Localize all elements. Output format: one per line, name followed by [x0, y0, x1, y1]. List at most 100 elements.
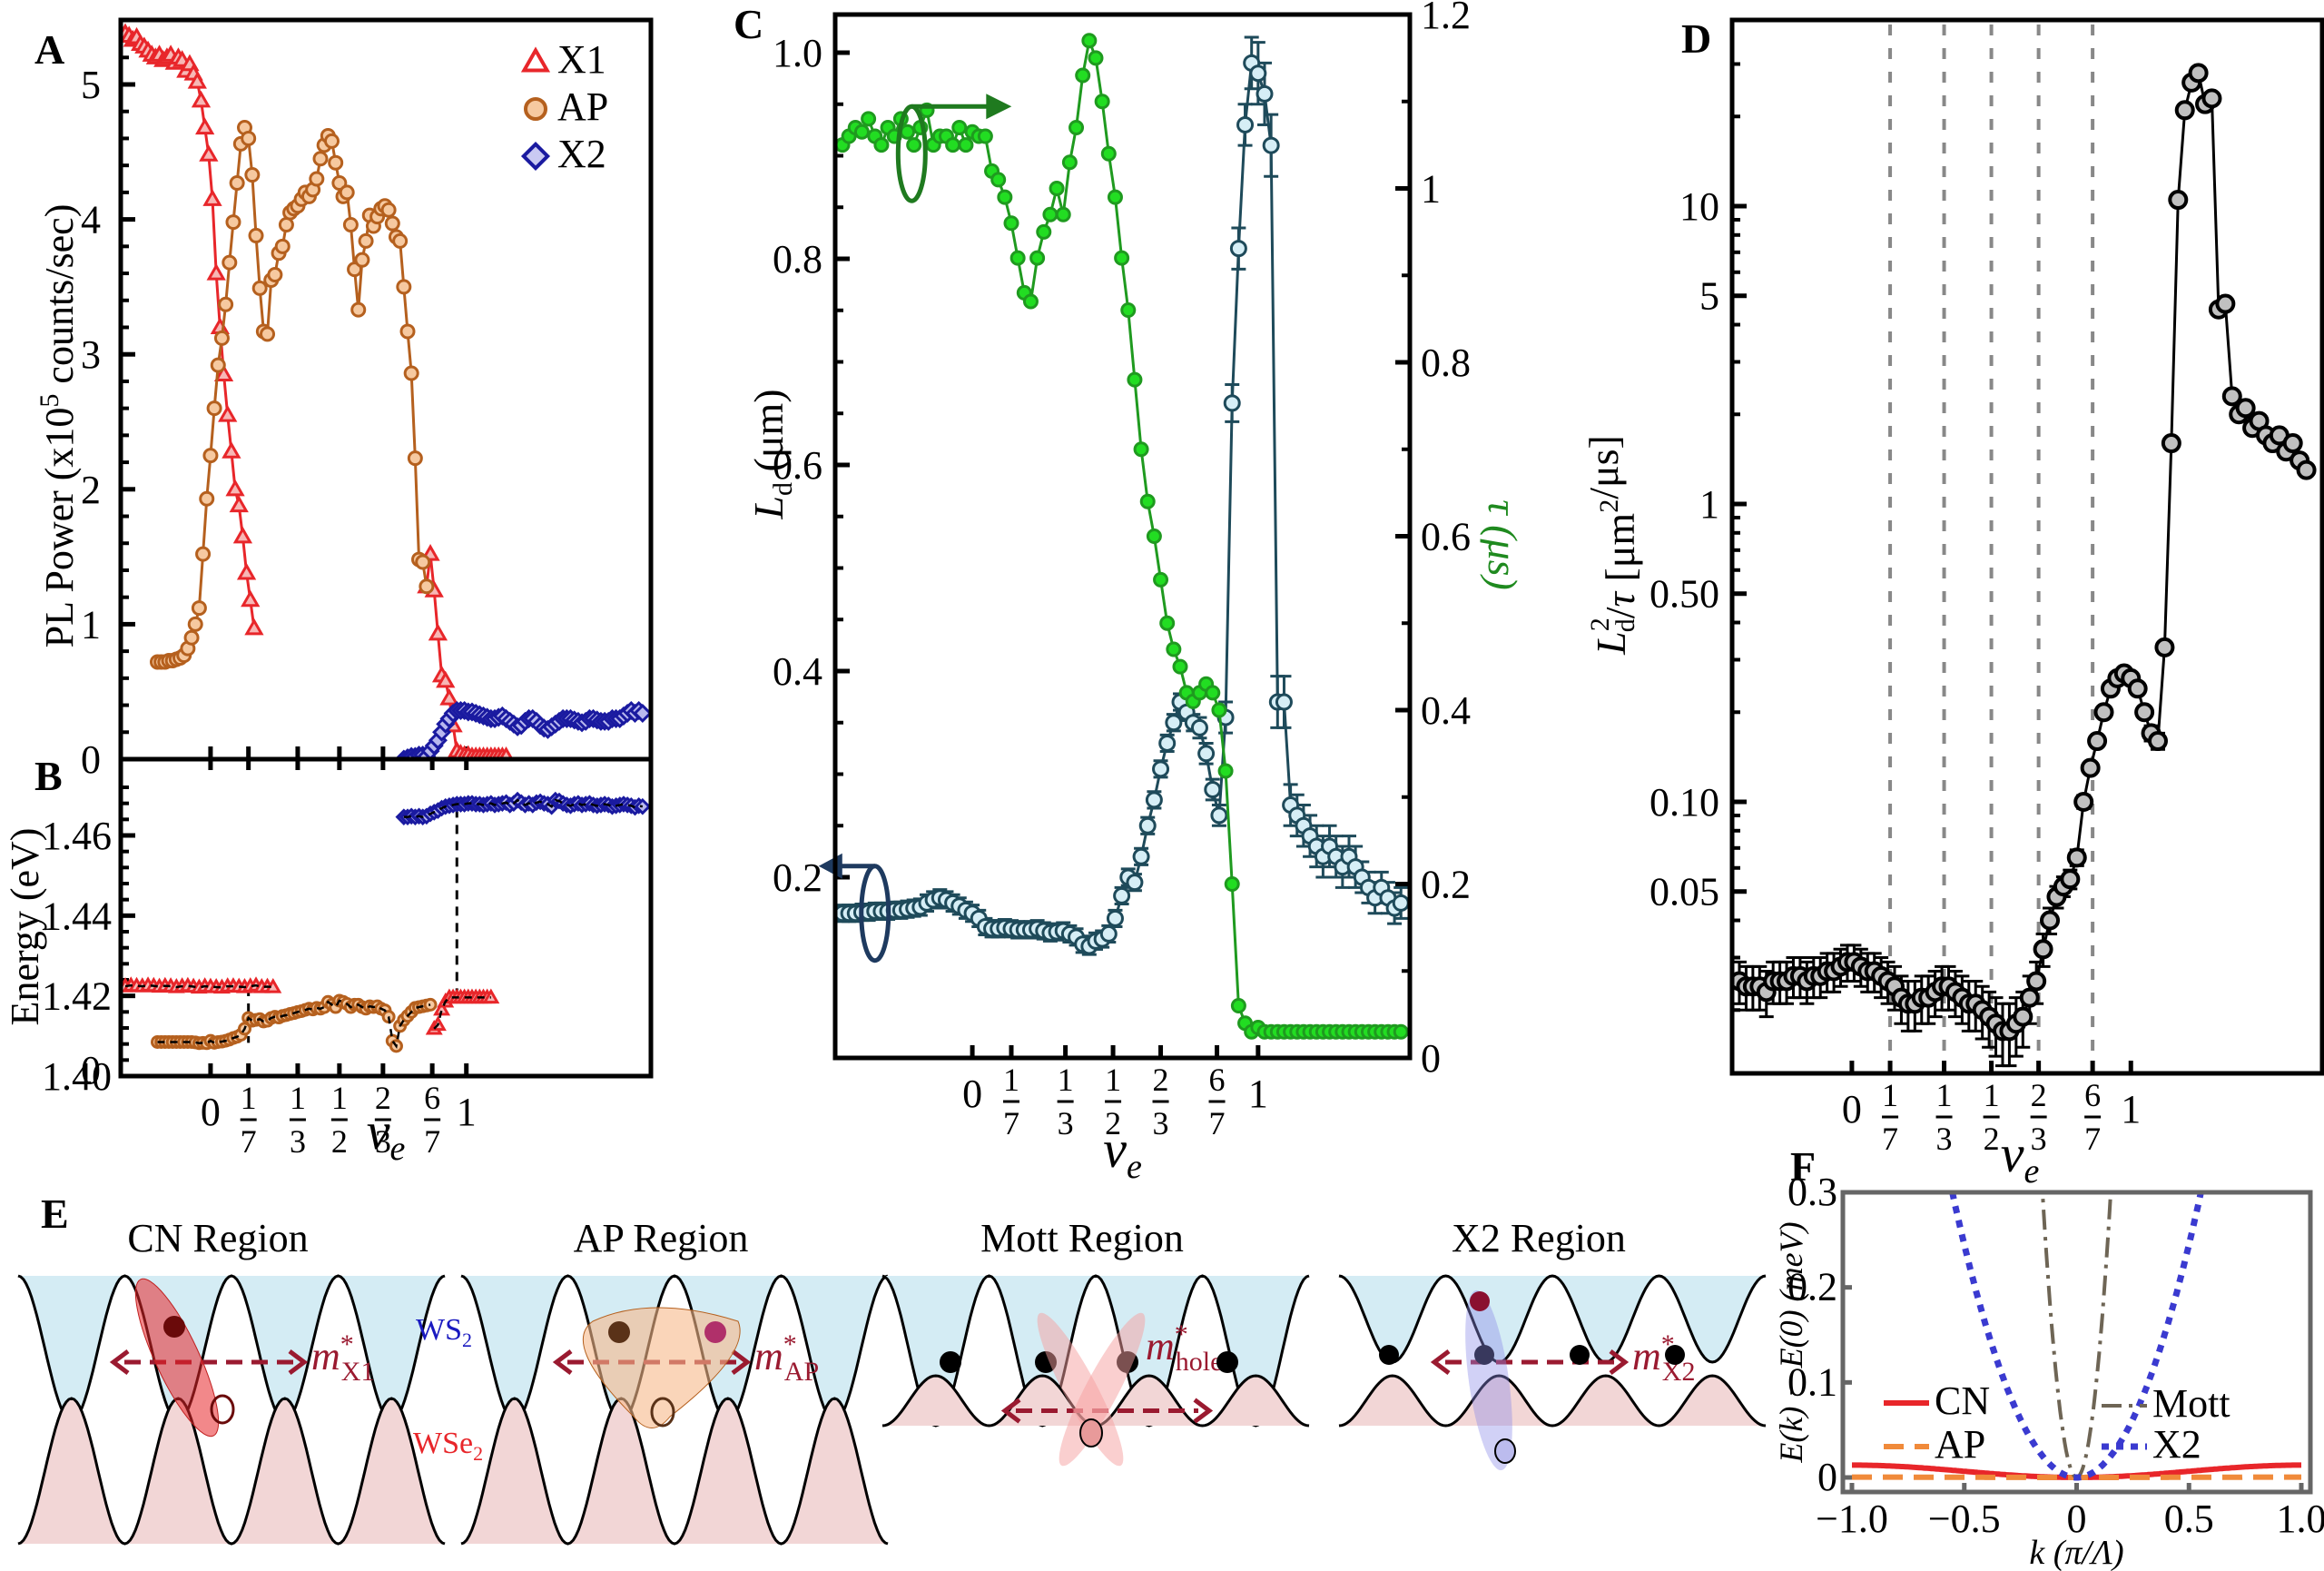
hole-circle: [1494, 1438, 1516, 1464]
data-point: [248, 227, 264, 243]
wse2-band-curve: [460, 1397, 889, 1546]
data-point: [2073, 792, 2094, 812]
data-point: [951, 119, 968, 135]
y-tick-label: 1.40: [42, 1054, 112, 1099]
y-axis-label: E(k) − E(0) (meV): [1773, 1221, 1809, 1463]
x-tick-label: 0: [962, 1072, 982, 1116]
data-point: [183, 629, 200, 646]
x-tick-label-den: 7: [2084, 1121, 2101, 1157]
arrow-right-icon: [986, 94, 1012, 120]
panel-label-a: A: [34, 26, 64, 73]
data-point: [1393, 1023, 1409, 1040]
data-point: [2215, 293, 2236, 314]
data-point: [1205, 685, 1221, 701]
data-point: [403, 365, 419, 381]
data-point: [241, 130, 257, 146]
data-point: [1145, 791, 1163, 809]
data-point: [1099, 924, 1118, 943]
data-point: [1159, 615, 1176, 631]
data-point: [187, 71, 207, 89]
plot-frame: [1840, 1190, 2313, 1495]
right-y-tick-label: 0: [1421, 1036, 1441, 1081]
left-y-tick-label: 1.0: [773, 31, 822, 75]
data-point: [225, 479, 245, 497]
x-tick-label-num: 1: [1882, 1077, 1898, 1113]
y-tick-label: 0: [1817, 1455, 1837, 1499]
y-tick-label: 1.42: [42, 974, 112, 1019]
localized-electron-dot: [1474, 1345, 1494, 1365]
data-point: [342, 217, 359, 233]
data-point: [1081, 33, 1098, 49]
x-tick-label-den: 2: [1105, 1105, 1121, 1141]
legend-marker-x1: [520, 46, 551, 73]
x-tick-label-num: 1: [1936, 1077, 1953, 1113]
arrow-head-right-icon: [288, 1349, 309, 1375]
data-point: [1139, 493, 1156, 509]
x-tick-label: 1: [457, 1090, 477, 1134]
data-point: [1158, 734, 1177, 752]
x-tick-label-den: 7: [241, 1123, 257, 1160]
ws2-band-curve: [460, 1274, 889, 1423]
data-point: [2013, 1006, 2034, 1027]
data-point: [1204, 781, 1222, 799]
ws2-band-fill: [1339, 1276, 1766, 1362]
series-group: [1852, 1192, 2301, 1481]
series-dashed-link: [433, 996, 491, 1030]
data-point: [1107, 189, 1123, 205]
data-point: [1126, 874, 1144, 892]
plot-frame: [118, 756, 654, 1079]
data-point: [328, 154, 344, 171]
data-point: [1230, 998, 1246, 1014]
data-point: [997, 189, 1013, 205]
panel-f: F 0 0.1 0.2 0.3 −1.0 −0.5 0 0.5 1.0 k (π/Λ) E(k) − …: [1773, 1143, 2324, 1571]
data-point: [1223, 394, 1241, 412]
x2-exciton-cloud: [1465, 1289, 1512, 1471]
data-point: [1172, 658, 1188, 675]
data-point: [2154, 637, 2175, 657]
data-point: [853, 124, 870, 140]
x-tick-label-den: 2: [1984, 1121, 2000, 1157]
data-point: [399, 323, 416, 340]
y-tick-label: 4: [81, 198, 101, 242]
data-point: [312, 151, 329, 167]
data-point: [358, 232, 374, 249]
x-tick-label-num: 1: [241, 1080, 257, 1116]
y-axis-label: Energy (eV): [3, 828, 47, 1026]
data-point: [2134, 702, 2155, 723]
wse2-band-fill: [461, 1398, 888, 1544]
y-tick-label: 5: [81, 63, 101, 107]
data-point: [2066, 847, 2087, 868]
electron-dot: [163, 1316, 185, 1338]
x-tick-label-num: 6: [2084, 1077, 2101, 1113]
data-point: [1190, 718, 1208, 736]
data-point: [977, 128, 993, 144]
right-y-tick-label: 1: [1421, 167, 1441, 212]
x-axis-label: k (π/Λ): [2029, 1534, 2123, 1571]
data-point: [187, 616, 203, 632]
data-point: [2026, 971, 2047, 992]
curve-mott: [2040, 1192, 2113, 1480]
data-point: [1068, 119, 1085, 135]
data-point: [1049, 181, 1065, 196]
data-point: [1003, 215, 1019, 232]
panel-label-f: F: [1790, 1143, 1816, 1190]
data-point: [1094, 94, 1110, 110]
y-tick-label: 2: [81, 468, 101, 512]
data-point: [2188, 63, 2209, 84]
y-tick-label: 0.50: [1649, 572, 1719, 617]
curve-x2: [1949, 1192, 2204, 1481]
plot-frame: [832, 12, 1413, 1061]
x-tick-label-den: 2: [331, 1123, 348, 1160]
data-point: [419, 578, 435, 595]
electron-dot: [608, 1321, 630, 1343]
ellipse-marker-tau: [895, 104, 928, 203]
exciton-cloud: [134, 1278, 220, 1438]
series-line-tau: [841, 35, 1402, 1034]
data-point: [1042, 206, 1059, 222]
x-tick-label-num: 1: [1058, 1062, 1074, 1098]
x-tick-label: 0.5: [2164, 1497, 2214, 1541]
data-point: [218, 404, 238, 422]
data-point: [2161, 433, 2181, 454]
